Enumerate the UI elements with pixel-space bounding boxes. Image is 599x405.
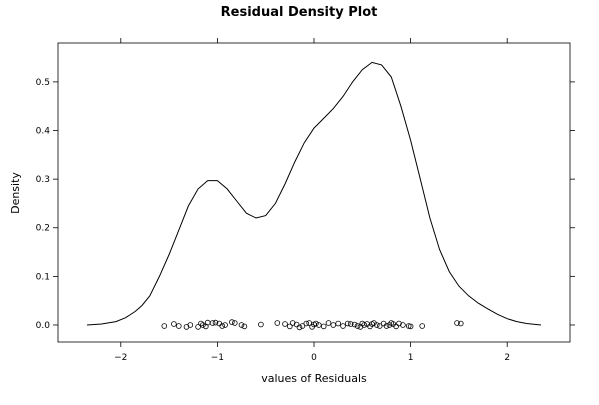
residual-point xyxy=(171,321,177,327)
residual-point xyxy=(400,322,406,328)
x-tick-label: −2 xyxy=(114,353,127,363)
y-tick-label: 0.2 xyxy=(36,224,50,234)
residual-point xyxy=(335,320,342,327)
residual-point xyxy=(195,324,201,330)
residual-point xyxy=(393,323,399,330)
residual-point xyxy=(176,323,182,329)
residual-point xyxy=(347,321,354,327)
residual-point xyxy=(383,323,390,329)
residual-point xyxy=(222,322,228,328)
residual-point xyxy=(296,324,303,331)
residual-point xyxy=(361,322,368,328)
residual-point xyxy=(286,323,293,330)
residual-point xyxy=(229,319,235,325)
residual-point xyxy=(204,319,211,326)
residual-point xyxy=(303,320,310,327)
residual-point xyxy=(330,322,337,328)
x-axis-label: values of Residuals xyxy=(261,372,367,385)
residual-point xyxy=(457,320,464,327)
residual-point xyxy=(340,323,346,329)
residual-point xyxy=(241,323,248,330)
residual-point xyxy=(238,322,245,328)
residual-point xyxy=(161,323,168,329)
residual-point xyxy=(325,320,332,326)
y-tick-label: 0.3 xyxy=(36,175,50,185)
residual-point xyxy=(344,320,351,327)
y-tick-label: 0.4 xyxy=(36,127,51,137)
residual-point xyxy=(320,323,327,330)
residual-point xyxy=(212,319,219,326)
residual-point xyxy=(293,321,300,328)
residual-point xyxy=(407,323,414,330)
residual-point xyxy=(351,321,358,328)
residual-point xyxy=(219,323,226,329)
y-tick-label: 0.0 xyxy=(36,321,51,331)
residual-point xyxy=(282,321,288,327)
plot-frame xyxy=(57,42,571,343)
x-tick-label: 1 xyxy=(408,353,414,363)
chart-title: Residual Density Plot xyxy=(221,5,378,20)
residual-point xyxy=(306,320,313,326)
x-tick-label: 0 xyxy=(311,353,317,363)
residual-point xyxy=(258,321,264,328)
residual-points xyxy=(161,319,464,331)
residual-point xyxy=(454,320,460,326)
residual-point xyxy=(209,320,216,326)
residual-point xyxy=(376,323,383,329)
x-axis: −2 −1 0 1 2 xyxy=(114,38,510,363)
density-curve xyxy=(86,61,542,326)
y-axis: 0.0 0.1 0.2 0.3 0.4 0.5 xyxy=(36,78,575,331)
residual-point xyxy=(187,322,194,328)
y-tick-label: 0.5 xyxy=(36,78,50,88)
residual-point xyxy=(299,323,306,329)
x-tick-label: −1 xyxy=(211,353,224,363)
residual-point xyxy=(200,322,206,328)
residual-point xyxy=(274,320,281,326)
residual-point xyxy=(354,323,361,329)
residual-point xyxy=(419,323,426,329)
x-tick-label: 2 xyxy=(504,353,510,363)
residual-point xyxy=(232,320,238,326)
residual-point xyxy=(315,322,322,328)
residual-point xyxy=(313,320,319,327)
y-axis-label: Density xyxy=(9,172,22,214)
y-tick-label: 0.1 xyxy=(36,272,50,282)
residual-point xyxy=(373,322,380,328)
